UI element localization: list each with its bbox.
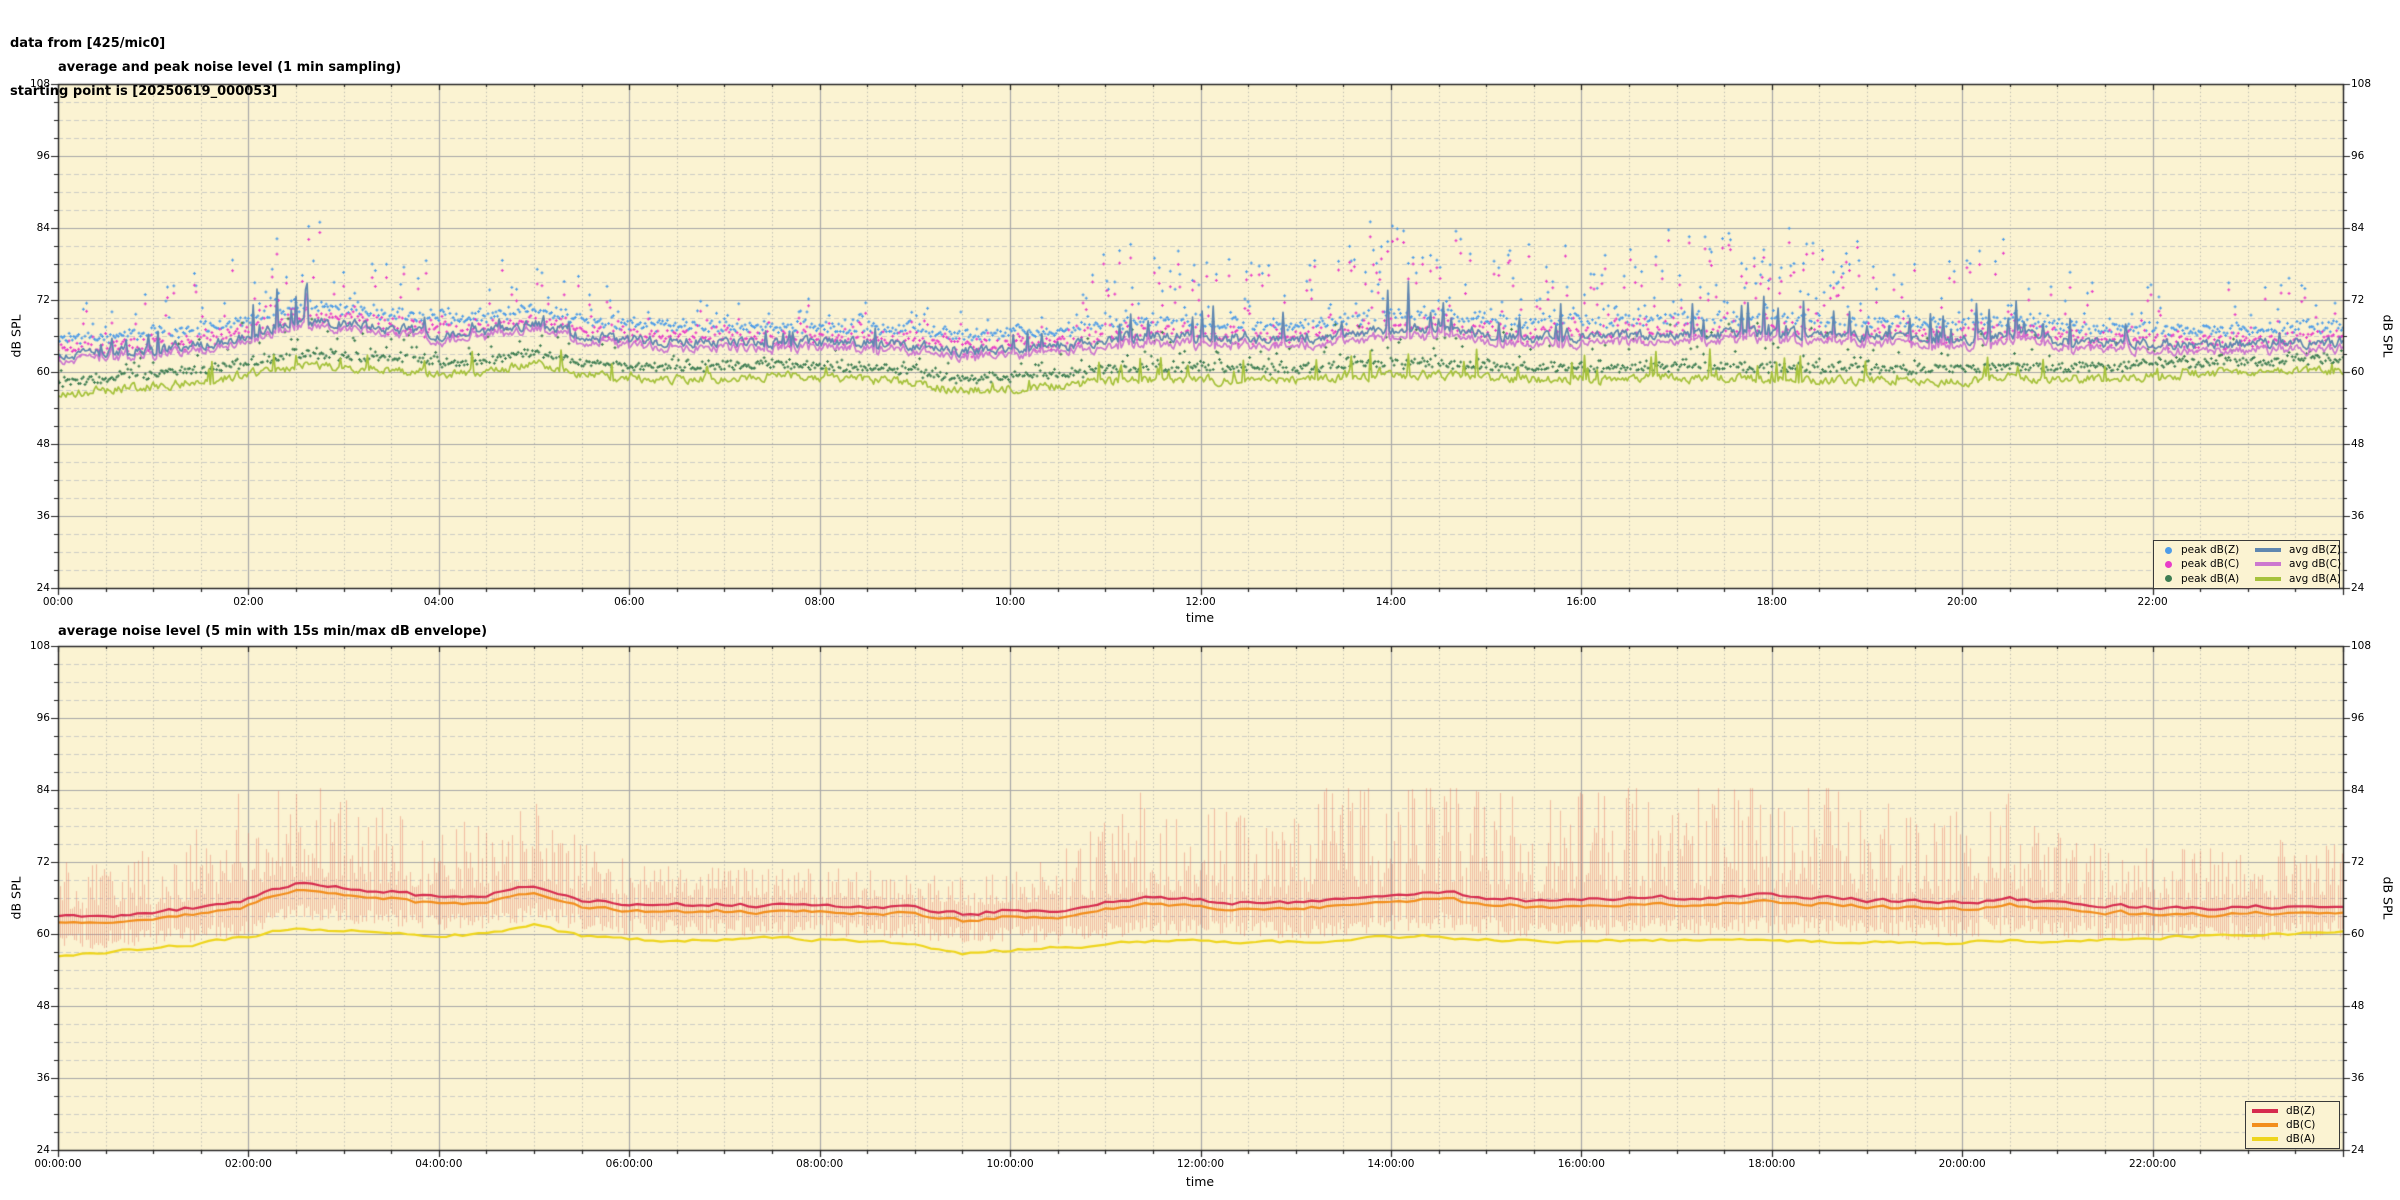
chart1-title: average and peak noise level (1 min samp… <box>58 60 402 75</box>
chart2-y-tick-left: 72 <box>36 856 50 868</box>
chart2-y-tick-right: 48 <box>2351 1000 2365 1012</box>
chart1-x-tick: 06:00 <box>614 596 645 608</box>
chart1-y-tick-right: 108 <box>2351 78 2372 90</box>
chart2-legend-row: dB(Z) <box>2252 1104 2333 1118</box>
chart2-y-tick-left: 48 <box>36 1000 50 1012</box>
chart2-title: average noise level (5 min with 15s min/… <box>58 624 488 639</box>
legend-marker-peak_dbz <box>2165 546 2172 554</box>
chart2-y-tick-right: 36 <box>2351 1072 2365 1084</box>
legend-label-avg: avg dB(Z) <box>2289 544 2341 557</box>
chart1-x-tick: 02:00 <box>233 596 264 608</box>
chart1-x-tick: 16:00 <box>1566 596 1597 608</box>
chart1-x-tick: 14:00 <box>1375 596 1407 608</box>
chart1-y-tick-right: 72 <box>2351 294 2365 306</box>
legend-swatch-dbc <box>2252 1123 2278 1127</box>
chart1-x-tick: 12:00 <box>1185 596 1216 608</box>
chart2-x-tick: 18:00:00 <box>1748 1158 1796 1170</box>
legend-swatch-avg_dbc <box>2255 562 2281 567</box>
legend-label-peak: peak dB(C) <box>2181 558 2240 571</box>
header-data-source: data from [425/mic0] <box>10 36 166 51</box>
chart1-x-tick: 18:00 <box>1756 596 1787 608</box>
chart1-legend-row: peak dB(Z) avg dB(Z) <box>2160 543 2341 557</box>
chart1-ylabel-left: dB SPL <box>8 314 24 358</box>
chart1-x-tick: 10:00 <box>994 596 1026 608</box>
legend-label: dB(C) <box>2286 1119 2316 1131</box>
legend-swatch-dba <box>2252 1137 2278 1141</box>
chart2-x-tick: 06:00:00 <box>605 1158 653 1170</box>
chart1-x-tick: 22:00 <box>2137 596 2168 608</box>
chart1-y-tick-right: 36 <box>2351 510 2365 522</box>
chart2-y-tick-right: 84 <box>2351 784 2365 796</box>
chart2-x-tick: 04:00:00 <box>415 1158 463 1170</box>
chart1-xlabel: time <box>1185 610 1215 625</box>
chart2-y-tick-right: 96 <box>2351 712 2365 724</box>
chart2-ylabel-right: dB SPL <box>2380 876 2396 920</box>
legend-label: dB(Z) <box>2286 1105 2316 1117</box>
chart2-x-tick: 22:00:00 <box>2128 1158 2177 1170</box>
report-header: data from [425/mic0] starting point is [… <box>10 4 277 132</box>
legend-marker-peak_dbc <box>2165 560 2172 568</box>
chart1-y-tick-left: 36 <box>36 510 50 522</box>
legend-swatch-avg_dba <box>2255 576 2281 581</box>
chart1-y-tick-left: 72 <box>36 294 50 306</box>
chart1-y-tick-left: 96 <box>36 150 50 162</box>
chart1-x-tick: 00:00 <box>42 596 74 608</box>
chart2-x-tick: 02:00:00 <box>224 1158 272 1170</box>
legend-label-avg: avg dB(A) <box>2289 572 2341 585</box>
chart2-ylabel-left: dB SPL <box>8 876 24 920</box>
chart1-y-tick-left: 108 <box>29 78 50 90</box>
chart2-legend: dB(Z) dB(C) dB(A) <box>2245 1101 2340 1149</box>
chart1-y-tick-right: 48 <box>2351 438 2365 450</box>
legend-swatch-avg_dbz <box>2255 548 2281 553</box>
chart2-x-tick: 14:00:00 <box>1367 1158 1415 1170</box>
chart1-ylabel-right: dB SPL <box>2380 314 2396 358</box>
chart2-y-tick-left: 24 <box>36 1144 50 1156</box>
chart2-y-tick-left: 108 <box>29 640 50 652</box>
legend-swatch-dbz <box>2252 1109 2278 1113</box>
chart1-y-tick-left: 84 <box>36 222 50 234</box>
legend-label-peak: peak dB(Z) <box>2181 544 2240 557</box>
chart2-x-tick: 10:00:00 <box>986 1158 1034 1170</box>
chart2-y-tick-left: 60 <box>36 928 50 940</box>
legend-label: dB(A) <box>2286 1133 2316 1145</box>
chart2-y-tick-right: 60 <box>2351 928 2365 940</box>
chart2-legend-row: dB(C) <box>2252 1118 2333 1132</box>
chart1-x-tick: 04:00 <box>423 596 454 608</box>
chart2-y-tick-left: 96 <box>36 712 50 724</box>
chart2-x-tick: 16:00:00 <box>1557 1158 1605 1170</box>
chart1-legend-row: peak dB(A) avg dB(A) <box>2160 572 2341 586</box>
chart2-y-tick-right: 108 <box>2351 640 2372 652</box>
chart1-y-tick-right: 24 <box>2351 582 2365 594</box>
header-start-time: starting point is [20250619_000053] <box>10 84 278 99</box>
chart1-x-tick: 08:00 <box>804 596 835 608</box>
chart1-y-tick-left: 60 <box>36 366 50 378</box>
legend-label-avg: avg dB(C) <box>2289 558 2342 571</box>
chart2-x-tick: 12:00:00 <box>1176 1158 1225 1170</box>
chart2-y-tick-right: 72 <box>2351 856 2365 868</box>
chart2-x-tick: 08:00:00 <box>796 1158 844 1170</box>
chart1-y-tick-right: 60 <box>2351 366 2365 378</box>
legend-marker-peak_dba <box>2165 575 2172 583</box>
chart1-y-tick-left: 48 <box>36 438 50 450</box>
chart2-x-tick: 00:00:00 <box>34 1158 82 1170</box>
chart2-y-tick-right: 24 <box>2351 1144 2365 1156</box>
legend-label-peak: peak dB(A) <box>2181 572 2240 585</box>
chart1-legend: peak dB(Z) avg dB(Z) peak dB(C) avg dB(C) pe… <box>2153 540 2341 589</box>
chart2-y-tick-left: 36 <box>36 1072 50 1084</box>
chart2-y-tick-left: 84 <box>36 784 50 796</box>
chart1-x-tick: 20:00 <box>1947 596 1978 608</box>
chart1-y-tick-right: 96 <box>2351 150 2365 162</box>
chart1-y-tick-left: 24 <box>36 582 50 594</box>
chart2-legend-row: dB(A) <box>2252 1132 2333 1146</box>
chart2-xlabel: time <box>1185 1174 1215 1189</box>
chart1-y-tick-right: 84 <box>2351 222 2365 234</box>
chart1-legend-row: peak dB(C) avg dB(C) <box>2160 557 2341 571</box>
chart2-x-tick: 20:00:00 <box>1938 1158 1986 1170</box>
